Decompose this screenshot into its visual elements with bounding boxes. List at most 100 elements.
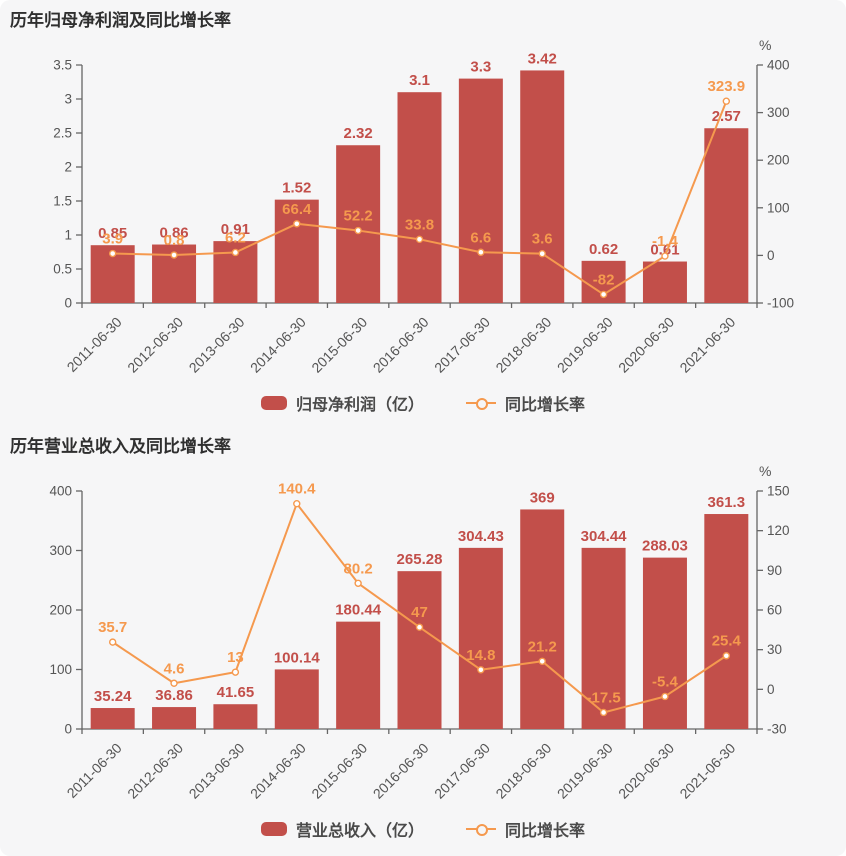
bar bbox=[642, 557, 687, 729]
left-axis-tick-label: 100 bbox=[49, 662, 72, 677]
line-point bbox=[354, 579, 362, 587]
line-value-label: 52.2 bbox=[344, 208, 373, 225]
legend-label: 营业总收入（亿） bbox=[295, 823, 424, 840]
bar-value-label: 36.86 bbox=[155, 687, 193, 704]
bar bbox=[520, 509, 565, 729]
line-value-label: 323.9 bbox=[708, 78, 746, 95]
legend-item-revenue[interactable]: 营业总收入（亿） bbox=[260, 817, 424, 841]
x-axis-category-label: 2013-06-30 bbox=[186, 314, 248, 376]
line-value-label: 21.2 bbox=[528, 638, 557, 655]
bar-series-swatch bbox=[260, 822, 287, 836]
line-value-label: 47 bbox=[411, 604, 428, 621]
line-point bbox=[477, 666, 485, 674]
bar bbox=[642, 261, 687, 303]
line-point bbox=[231, 668, 240, 676]
line-value-label: -82 bbox=[593, 271, 615, 288]
line-point bbox=[661, 692, 669, 701]
revenue-chart-title: 历年营业总收入及同比增长率 bbox=[10, 437, 231, 456]
line-value-label: 3.6 bbox=[532, 231, 553, 248]
revenue-chart-section: 历年营业总收入及同比增长率 0 100 200 300 400 -30 0 30 60 90 120… bbox=[0, 421, 846, 847]
bar-value-label: 361.3 bbox=[708, 494, 746, 511]
x-axis-category-label: 2018-06-30 bbox=[492, 740, 554, 802]
x-axis-category-label: 2011-06-30 bbox=[64, 740, 125, 801]
bar bbox=[581, 547, 626, 729]
right-axis-unit-label: % bbox=[759, 37, 771, 53]
bar bbox=[336, 145, 381, 303]
right-axis-unit-label: % bbox=[759, 463, 771, 479]
line-point bbox=[538, 657, 546, 666]
x-axis-category-label: 2014-06-30 bbox=[247, 740, 309, 802]
x-axis-category-label: 2016-06-30 bbox=[370, 740, 432, 802]
right-axis-tick-label: -30 bbox=[767, 722, 787, 737]
bar-value-label: 265.28 bbox=[397, 551, 443, 568]
x-axis-category-label: 2021-06-30 bbox=[676, 314, 738, 376]
x-axis-category-label: 2019-06-30 bbox=[554, 314, 616, 376]
line-point bbox=[170, 679, 178, 687]
bar-value-label: 369 bbox=[530, 489, 555, 506]
x-axis-category-label: 2013-06-30 bbox=[186, 740, 248, 802]
bar bbox=[336, 621, 381, 729]
right-axis-tick-label: -100 bbox=[767, 296, 794, 311]
bar-value-label: 2.32 bbox=[344, 125, 373, 142]
line-point bbox=[477, 248, 485, 256]
line-value-label: -1.4 bbox=[652, 233, 679, 250]
legend-item-yoy-growth[interactable]: 同比增长率 bbox=[466, 817, 585, 841]
line-series-swatch bbox=[466, 822, 496, 836]
left-axis-tick-label: 2 bbox=[64, 160, 72, 175]
right-axis-tick-label: 300 bbox=[767, 105, 790, 120]
bar-value-label: 35.24 bbox=[94, 688, 132, 705]
left-axis-tick-label: 400 bbox=[49, 484, 72, 499]
line-point bbox=[538, 249, 546, 258]
net-profit-legend: 归母净利润（亿） 同比增长率 bbox=[0, 385, 846, 421]
line-point bbox=[415, 623, 424, 631]
bar-value-label: 41.65 bbox=[217, 684, 255, 701]
bar bbox=[397, 92, 442, 303]
line-value-label: 6.6 bbox=[470, 229, 491, 246]
legend-label: 同比增长率 bbox=[505, 397, 586, 414]
x-axis-category-label: 2016-06-30 bbox=[370, 314, 432, 376]
bar-value-label: 3.42 bbox=[528, 50, 557, 67]
line-point bbox=[170, 251, 178, 259]
bar bbox=[90, 708, 135, 729]
line-value-label: 140.4 bbox=[278, 481, 316, 498]
left-axis-tick-label: 0 bbox=[64, 722, 72, 737]
x-axis-category-label: 2011-06-30 bbox=[64, 314, 125, 375]
revenue-combo-chart: 0 100 200 300 400 -30 0 30 60 90 120 150% 2011-06-30… bbox=[49, 463, 790, 802]
line-point bbox=[293, 220, 301, 228]
bar bbox=[274, 199, 319, 303]
bar-value-label: 3.3 bbox=[470, 59, 491, 76]
bar bbox=[458, 547, 503, 729]
line-value-label: 33.8 bbox=[405, 216, 434, 233]
bar-series-swatch bbox=[260, 396, 287, 410]
net-profit-chart-section: 历年归母净利润及同比增长率 0 0.5 1 1.5 2 2.5 3 3.5 -100 0 100 20… bbox=[0, 0, 846, 421]
bar-value-label: 3.1 bbox=[409, 72, 430, 89]
line-point bbox=[415, 235, 424, 244]
legend-item-yoy-growth[interactable]: 同比增长率 bbox=[466, 391, 585, 415]
line-value-label: 35.7 bbox=[98, 619, 127, 636]
right-axis-tick-label: 0 bbox=[767, 682, 775, 697]
legend-item-net-profit[interactable]: 归母净利润（亿） bbox=[260, 391, 424, 415]
x-axis-category-label: 2021-06-30 bbox=[676, 740, 738, 802]
x-axis-category-label: 2012-06-30 bbox=[124, 740, 186, 802]
right-axis-tick-label: 100 bbox=[767, 200, 790, 215]
x-axis-category-label: 2017-06-30 bbox=[431, 314, 493, 376]
line-point bbox=[108, 638, 117, 646]
line-point bbox=[108, 249, 117, 258]
bar-value-label: 180.44 bbox=[335, 602, 382, 619]
line-value-label: 6.2 bbox=[225, 229, 246, 246]
line-value-label: 0.8 bbox=[164, 232, 185, 249]
left-axis-tick-label: 3.5 bbox=[53, 58, 72, 73]
x-axis-category-label: 2020-06-30 bbox=[615, 314, 677, 376]
bar-value-label: 0.62 bbox=[589, 241, 618, 258]
bar-value-label: 0.61 bbox=[650, 242, 679, 259]
line-value-label: 3.9 bbox=[102, 231, 123, 248]
line-point bbox=[599, 290, 608, 299]
line-value-label: -17.5 bbox=[586, 689, 620, 706]
bar bbox=[152, 707, 197, 729]
left-axis-tick-label: 200 bbox=[49, 603, 72, 618]
line-point bbox=[231, 248, 240, 257]
line-series-swatch bbox=[466, 396, 496, 410]
bar-value-label: 1.52 bbox=[282, 180, 311, 197]
line-point bbox=[722, 97, 731, 105]
right-axis-tick-label: 150 bbox=[767, 484, 790, 499]
